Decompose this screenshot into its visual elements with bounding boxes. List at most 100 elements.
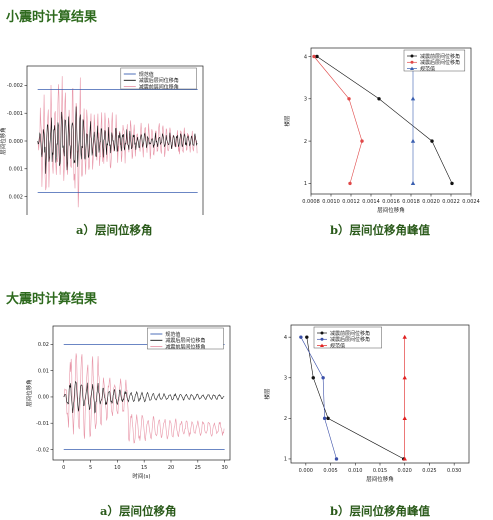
y-axis-label: 层间位移角 xyxy=(25,379,33,407)
series-line-0 xyxy=(316,56,453,184)
legend-marker xyxy=(320,337,324,341)
x-tick-label: 0 xyxy=(62,465,65,471)
x-tick-label: 0.015 xyxy=(373,468,387,474)
x-tick-label: 0.030 xyxy=(447,468,461,474)
legend-box xyxy=(313,326,382,349)
y-tick-label: 1 xyxy=(304,181,307,187)
series-line-1 xyxy=(300,337,337,459)
point-marker xyxy=(410,138,416,143)
y-tick-label: 4 xyxy=(304,54,307,60)
legend-label: 减震后层间位移角 xyxy=(165,337,205,344)
legend-box xyxy=(147,327,224,350)
legend-label: 减震后层间位移角 xyxy=(330,336,370,343)
legend-label: 规范值 xyxy=(330,342,345,349)
point-marker xyxy=(299,335,303,339)
legend-marker xyxy=(410,60,414,64)
legend-label: 减震前层间位移角 xyxy=(139,83,179,90)
legend-label: 减震后层间位移角 xyxy=(420,59,460,66)
point-marker xyxy=(322,416,327,421)
legend-label: 减震前层间位移角 xyxy=(330,330,370,337)
point-marker xyxy=(402,415,407,420)
y-tick-label: 3 xyxy=(304,97,307,103)
x-tick-label: 0.025 xyxy=(422,468,436,474)
y-tick-label: 0.01 xyxy=(38,368,49,374)
x-tick-label: 0.0022 xyxy=(442,199,460,205)
y-tick-label: -0.001 xyxy=(7,111,23,117)
point-marker xyxy=(321,376,325,380)
x-tick-label: 5 xyxy=(89,465,92,471)
point-marker xyxy=(312,54,316,59)
x-tick-label: 30 xyxy=(221,465,227,471)
x-axis-label: 层间位移角 xyxy=(377,206,405,214)
series-before-line xyxy=(63,353,225,444)
y-tick-label: 0.02 xyxy=(38,342,49,348)
heading-small-earthquake: 小震时计算结果 xyxy=(6,10,98,25)
y-tick-label: 0.00 xyxy=(38,395,49,401)
x-tick-label: 0.0010 xyxy=(322,199,340,205)
point-marker xyxy=(450,181,454,186)
legend-marker xyxy=(410,54,414,58)
y-tick-label: 2 xyxy=(304,139,307,145)
x-tick-label: 0.010 xyxy=(348,468,362,474)
legend-label: 规范值 xyxy=(139,71,154,78)
point-marker xyxy=(402,334,407,339)
legend-marker xyxy=(320,331,324,335)
x-tick-label: 0.020 xyxy=(398,468,412,474)
y-tick-label: 2 xyxy=(284,416,287,422)
series-line-0 xyxy=(306,337,404,460)
x-tick-label: 0.0016 xyxy=(382,199,400,205)
legend-marker xyxy=(320,343,324,347)
legend-label: 规范值 xyxy=(420,65,435,72)
point-marker xyxy=(305,335,309,339)
plot-frame xyxy=(52,325,231,461)
legend-label: 减震前层间位移角 xyxy=(165,343,205,350)
series-after-line xyxy=(63,380,225,414)
y-tick-label: 0.002 xyxy=(9,194,23,200)
chart-small-a: 051015202530-0.002-0.0010.0000.0010.002时… xyxy=(0,65,204,215)
x-tick-label: 0.0008 xyxy=(302,199,320,205)
point-marker xyxy=(410,181,416,186)
y-tick-label: -0.01 xyxy=(36,421,49,427)
point-marker xyxy=(347,97,351,101)
point-marker xyxy=(334,457,339,461)
x-tick-label: 0.0014 xyxy=(362,199,380,205)
caption-large-b: b）层间位移角峰值 xyxy=(330,504,431,518)
point-marker xyxy=(402,375,407,380)
x-tick-label: 10 xyxy=(114,465,120,471)
series-line-1 xyxy=(313,56,363,184)
x-tick-label: 20 xyxy=(168,465,174,471)
x-tick-label: 0.0024 xyxy=(462,199,480,205)
y-tick-label: 4 xyxy=(284,335,287,341)
x-tick-label: 15 xyxy=(141,465,147,471)
caption-small-b: b）层间位移角峰值 xyxy=(330,223,431,237)
x-tick-label: 0.000 xyxy=(299,468,313,474)
legend-box xyxy=(403,49,466,72)
x-tick-label: 25 xyxy=(195,465,201,471)
y-axis-label: 层间位移角 xyxy=(0,127,7,155)
caption-large-a: a）层间位移角 xyxy=(100,504,177,518)
x-axis-label: 时间(s) xyxy=(132,472,150,480)
y-axis-label: 楼层 xyxy=(263,388,271,400)
point-marker xyxy=(311,376,315,380)
legend-marker xyxy=(410,66,414,70)
y-tick-label: 3 xyxy=(284,376,287,382)
point-marker xyxy=(360,139,364,143)
legend-label: 规范值 xyxy=(165,331,180,338)
point-marker xyxy=(430,139,434,143)
point-marker xyxy=(348,181,352,186)
series-after-line xyxy=(37,106,198,174)
chart-large-a: 0 5 10 15 20 25 30 -0.02 -0.01 0.00 0.01 0.02 时间(s) 层… xyxy=(25,325,231,480)
y-axis-label: 楼层 xyxy=(283,115,291,127)
point-marker xyxy=(402,456,407,461)
point-marker xyxy=(410,96,416,101)
point-marker xyxy=(326,416,330,421)
y-tick-label: 0.000 xyxy=(9,139,23,145)
y-tick-label: -0.002 xyxy=(7,83,23,89)
x-tick-label: 0.0012 xyxy=(342,199,360,205)
heading-large-earthquake: 大震时计算结果 xyxy=(6,292,98,307)
chart-small-b: 0.0008 0.0010 0.0012 0.0014 0.0016 0.0018 0.00… xyxy=(283,47,480,214)
x-tick-label: 0.005 xyxy=(323,468,337,474)
point-marker xyxy=(377,97,381,101)
series-before-line xyxy=(37,76,198,208)
point-marker xyxy=(315,54,319,59)
